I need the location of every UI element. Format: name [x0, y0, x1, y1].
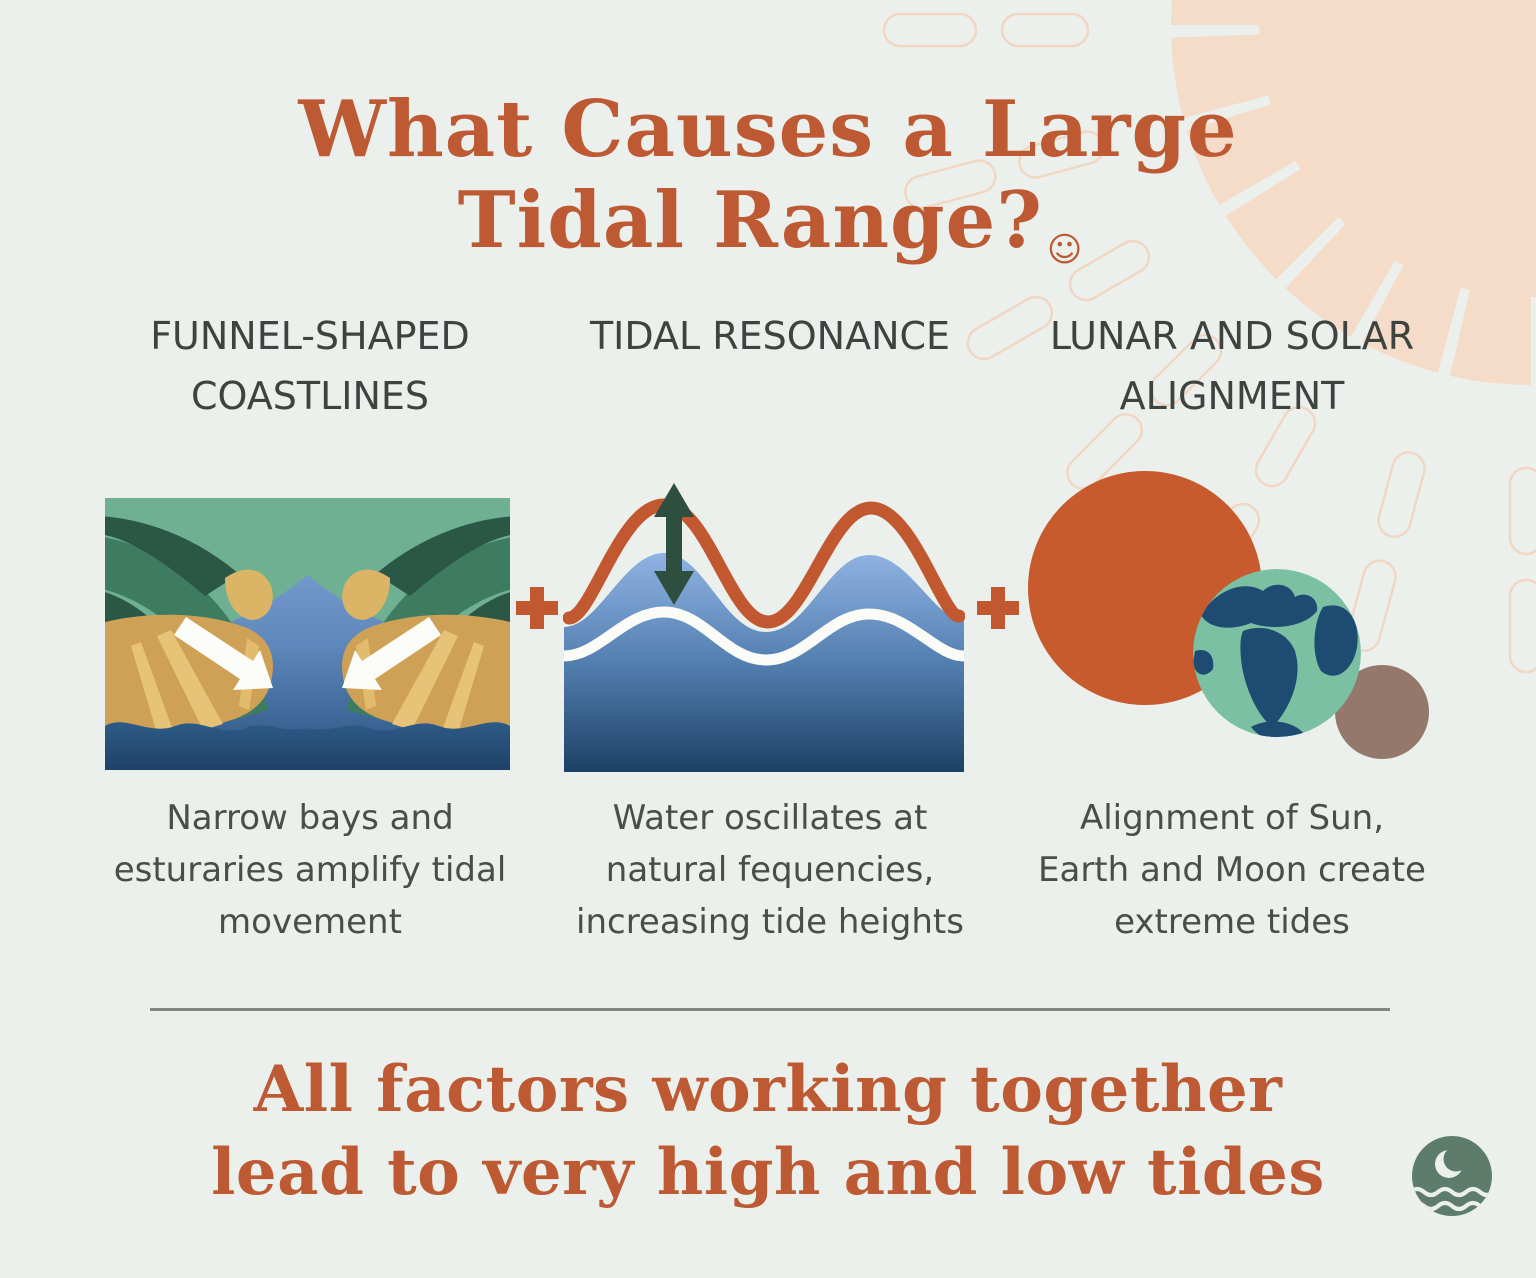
plus-icon	[977, 587, 1019, 629]
caption-line: Earth and Moon create	[1038, 850, 1426, 891]
moon-waves-logo	[1412, 1136, 1492, 1216]
title-line-1: What Causes a Large	[298, 84, 1238, 175]
caption-line: Narrow bays and	[166, 798, 454, 838]
footer-line-2: lead to very high and low tides	[211, 1135, 1325, 1211]
moon-icon	[1335, 665, 1429, 759]
funnel-coastline-illustration	[105, 498, 510, 770]
heading-line: LUNAR AND SOLAR	[1049, 314, 1415, 358]
heading-line: FUNNEL-SHAPED	[150, 314, 470, 358]
caption-line: Water oscillates at	[612, 798, 928, 838]
section-heading-tidal-resonance: TIDAL RESONANCE	[545, 306, 995, 366]
heading-line: ALIGNMENT	[1119, 374, 1345, 419]
caption-line: movement	[218, 902, 402, 943]
tidal-resonance-illustration	[563, 483, 965, 772]
caption-line: esturaries amplify tidal	[113, 850, 507, 891]
caption-lunar-solar: Alignment of Sun, Earth and Moon create …	[1007, 792, 1457, 948]
section-heading-funnel-coastlines: FUNNEL-SHAPED COASTLINES	[85, 306, 535, 426]
smiley-icon: ☺	[1046, 230, 1083, 271]
plus-icon	[516, 587, 558, 629]
heading-line: COASTLINES	[190, 374, 430, 419]
sun-earth-moon-illustration	[1028, 471, 1429, 759]
footer-message: All factors working together lead to ver…	[0, 1048, 1536, 1214]
caption-line: Alignment of Sun,	[1079, 798, 1385, 838]
page-title: What Causes a Large Tidal Range? ☺	[0, 84, 1536, 270]
footer-line-1: All factors working together	[253, 1052, 1283, 1127]
caption-line: increasing tide heights	[576, 902, 964, 943]
earth-icon	[1193, 569, 1361, 737]
caption-funnel-coastlines: Narrow bays and esturaries amplify tidal…	[85, 792, 535, 948]
caption-line: natural fequencies,	[605, 850, 935, 891]
caption-line: extreme tides	[1114, 902, 1350, 943]
title-line-2: Tidal Range?	[457, 175, 1043, 267]
caption-tidal-resonance: Water oscillates at natural fequencies, …	[545, 792, 995, 948]
tidal-range-arrow-icon	[654, 483, 694, 605]
heading-line: TIDAL RESONANCE	[589, 314, 951, 358]
divider-line	[150, 1008, 1390, 1011]
section-heading-lunar-solar: LUNAR AND SOLAR ALIGNMENT	[1007, 306, 1457, 426]
